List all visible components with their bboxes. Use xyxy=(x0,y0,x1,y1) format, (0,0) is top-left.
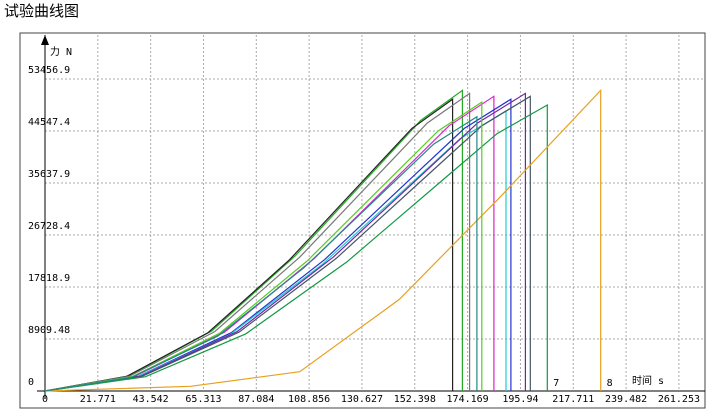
y-tick-label: 35637.9 xyxy=(28,169,70,180)
series-label: 7 xyxy=(553,378,559,389)
frame xyxy=(19,32,706,409)
y-tick-label: 8909.48 xyxy=(28,325,70,336)
series-line xyxy=(44,88,602,392)
series-label: 8 xyxy=(607,378,613,389)
x-tick-label: 108.856 xyxy=(288,394,330,405)
y-tick-label: 26728.4 xyxy=(28,221,70,232)
series-line xyxy=(44,109,507,392)
x-tick-label: 239.482 xyxy=(605,394,647,405)
y-tick-label: 17818.9 xyxy=(28,273,70,284)
series-line xyxy=(44,92,526,392)
chart-title: 试验曲线图 xyxy=(4,2,79,20)
series-line xyxy=(44,95,495,392)
y-tick-label: 53456.9 xyxy=(28,65,70,76)
x-tick-label: 87.084 xyxy=(238,394,274,405)
x-tick-label: 152.398 xyxy=(394,394,436,405)
x-tick-label: 0 xyxy=(42,394,48,405)
series-line xyxy=(44,95,531,392)
y-tick-label: 44547.4 xyxy=(28,117,70,128)
x-tick-label: 21.771 xyxy=(80,394,116,405)
y-axis-label: 力 N xyxy=(50,45,72,58)
x-axis-label: 时间 s xyxy=(632,374,664,387)
x-tick-label: 261.253 xyxy=(658,394,700,405)
series-line xyxy=(44,115,478,392)
x-tick-label: 43.542 xyxy=(133,394,169,405)
x-tick-label: 195.94 xyxy=(502,394,538,405)
series-line xyxy=(44,98,512,392)
series-line xyxy=(44,92,471,392)
y-tick-label: 0 xyxy=(28,377,34,388)
x-tick-label: 65.313 xyxy=(185,394,221,405)
x-tick-label: 217.711 xyxy=(552,394,594,405)
series-line xyxy=(44,89,463,392)
x-tick-label: 174.169 xyxy=(447,394,489,405)
y-axis-arrow xyxy=(41,35,49,45)
series-line xyxy=(44,100,483,392)
series-line xyxy=(44,103,548,392)
x-tick-label: 130.627 xyxy=(341,394,383,405)
series-line xyxy=(44,98,454,392)
